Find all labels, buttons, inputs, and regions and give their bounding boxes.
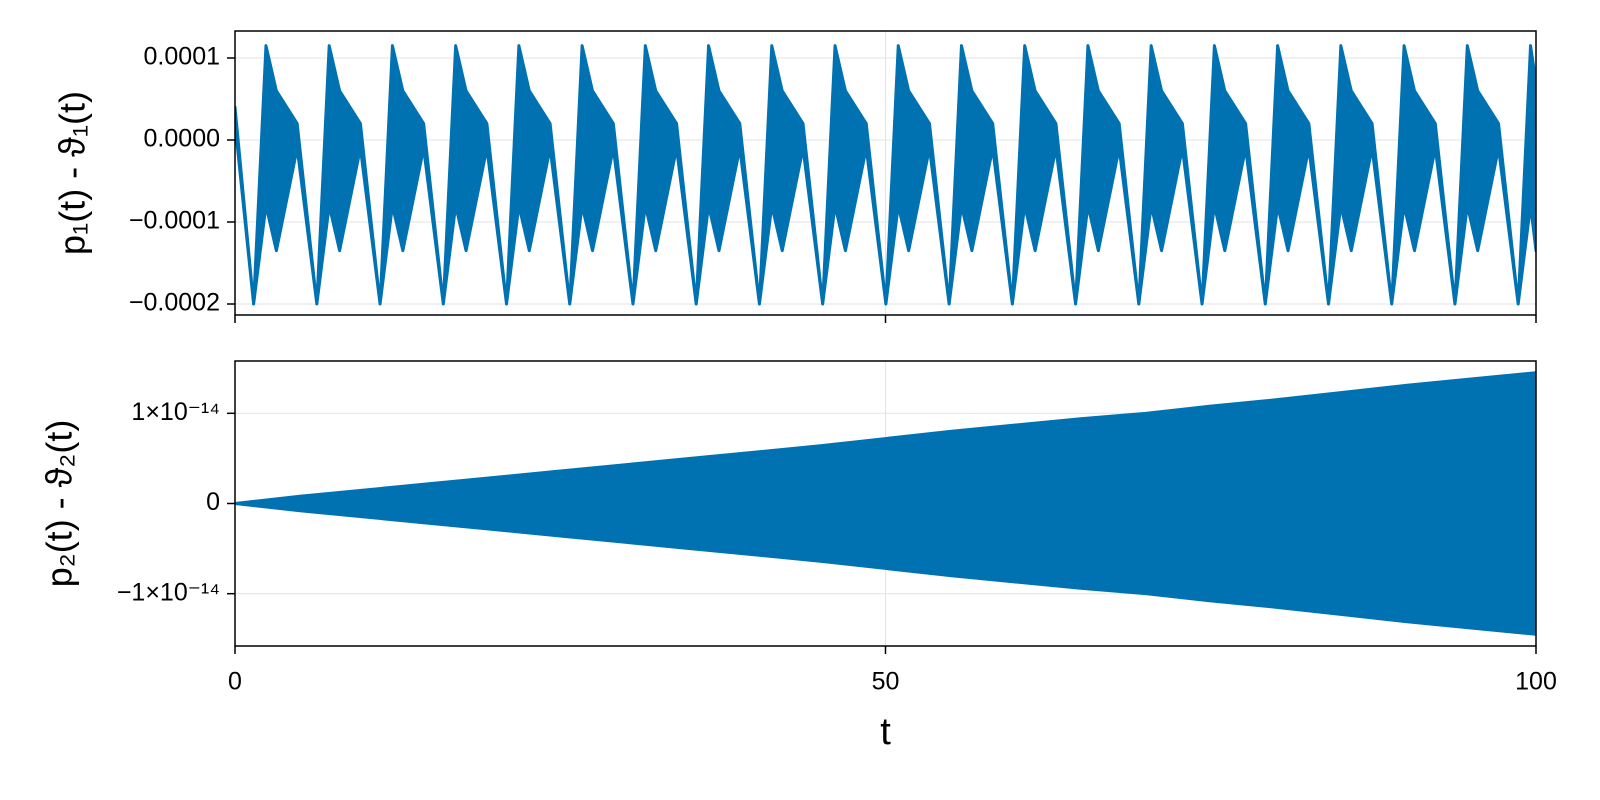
y-axis-label: p₂(t) - ϑ₂(t)	[39, 420, 80, 588]
y-tick-label: 0	[206, 488, 220, 516]
y-tick-label: −0.0002	[129, 289, 220, 317]
y-tick-label: −0.0001	[129, 207, 220, 235]
y-tick-label: 0.0000	[144, 125, 220, 153]
y-axis-label: p₁(t) - ϑ₁(t)	[52, 91, 93, 255]
x-axis-label: t	[880, 711, 891, 753]
data-band	[235, 371, 1536, 636]
plot-frame	[234, 360, 1537, 647]
data-band	[235, 44, 1536, 306]
y-tick-label: 1×10⁻¹⁴	[131, 398, 220, 426]
x-tick-label: 50	[872, 668, 900, 696]
plot-frame	[234, 30, 1537, 316]
x-tick-label: 0	[228, 668, 242, 696]
y-tick-label: −1×10⁻¹⁴	[117, 578, 220, 606]
y-tick-label: 0.0001	[144, 43, 220, 71]
x-tick-label: 100	[1515, 668, 1557, 696]
